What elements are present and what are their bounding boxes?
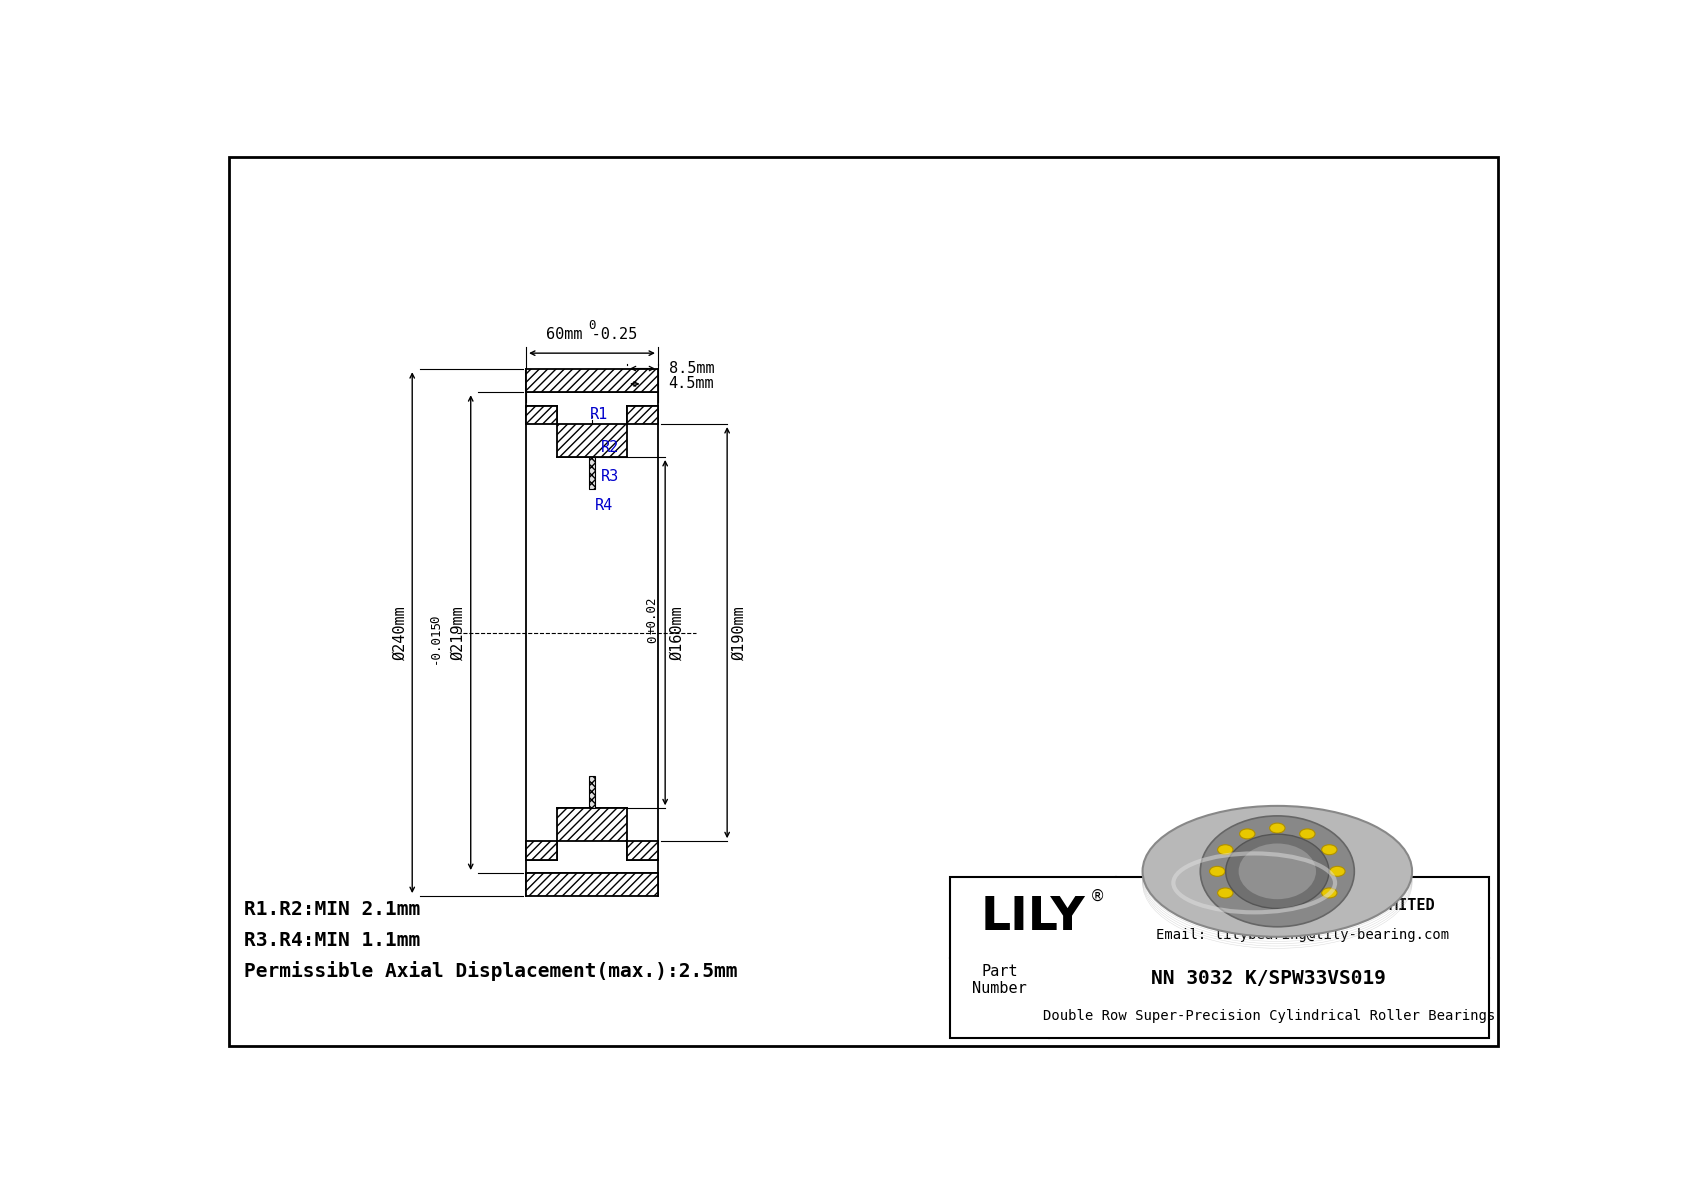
- Text: R1: R1: [589, 407, 608, 423]
- Ellipse shape: [1226, 834, 1329, 909]
- Polygon shape: [525, 841, 557, 860]
- Text: Ø240mm: Ø240mm: [392, 605, 408, 660]
- Ellipse shape: [1270, 823, 1285, 833]
- Ellipse shape: [1218, 888, 1233, 898]
- Text: Double Row Super-Precision Cylindrical Roller Bearings: Double Row Super-Precision Cylindrical R…: [1042, 1009, 1495, 1023]
- Ellipse shape: [1209, 866, 1224, 877]
- Text: Permissible Axial Displacement(max.):2.5mm: Permissible Axial Displacement(max.):2.5…: [244, 961, 738, 981]
- Text: ®: ®: [1090, 888, 1105, 904]
- Text: +0.02: +0.02: [647, 597, 658, 635]
- Text: R4: R4: [594, 498, 613, 513]
- Ellipse shape: [1322, 844, 1337, 855]
- Polygon shape: [557, 424, 626, 457]
- Text: 0: 0: [588, 318, 596, 331]
- Text: R1.R2:MIN 2.1mm: R1.R2:MIN 2.1mm: [244, 900, 421, 919]
- Polygon shape: [525, 873, 658, 896]
- Bar: [950, 877, 1489, 1039]
- Text: -0.015: -0.015: [429, 619, 443, 665]
- Polygon shape: [557, 809, 626, 841]
- Ellipse shape: [1239, 843, 1315, 899]
- Polygon shape: [626, 841, 658, 860]
- Text: 8.5mm: 8.5mm: [669, 361, 714, 376]
- Bar: [588, 457, 596, 490]
- Ellipse shape: [1300, 829, 1315, 838]
- Ellipse shape: [1239, 829, 1255, 838]
- Text: Ø190mm: Ø190mm: [733, 605, 746, 660]
- Text: Part
Number: Part Number: [972, 964, 1027, 997]
- Ellipse shape: [1142, 806, 1413, 937]
- Ellipse shape: [1322, 888, 1337, 898]
- Ellipse shape: [1201, 816, 1354, 927]
- Text: LILY: LILY: [980, 894, 1084, 940]
- Polygon shape: [525, 369, 658, 392]
- Text: R3: R3: [601, 469, 620, 484]
- Ellipse shape: [1330, 866, 1346, 877]
- Text: Ø219mm: Ø219mm: [451, 605, 466, 660]
- Text: 0: 0: [429, 615, 443, 623]
- Text: SHANGHAI LILY BEARING LIMITED: SHANGHAI LILY BEARING LIMITED: [1170, 898, 1435, 913]
- Text: Ø160mm: Ø160mm: [670, 605, 685, 660]
- Bar: [588, 775, 596, 809]
- Ellipse shape: [1218, 844, 1233, 855]
- Text: 60mm -0.25: 60mm -0.25: [546, 328, 638, 342]
- Text: 4.5mm: 4.5mm: [669, 376, 714, 392]
- Text: NN 3032 K/SPW33VS019: NN 3032 K/SPW33VS019: [1152, 969, 1386, 989]
- Text: R2: R2: [601, 441, 620, 455]
- Text: 0: 0: [647, 635, 658, 643]
- Text: R3.R4:MIN 1.1mm: R3.R4:MIN 1.1mm: [244, 931, 421, 950]
- Text: Email: lilybearing@lily-bearing.com: Email: lilybearing@lily-bearing.com: [1155, 928, 1448, 942]
- Polygon shape: [626, 405, 658, 424]
- Polygon shape: [525, 405, 557, 424]
